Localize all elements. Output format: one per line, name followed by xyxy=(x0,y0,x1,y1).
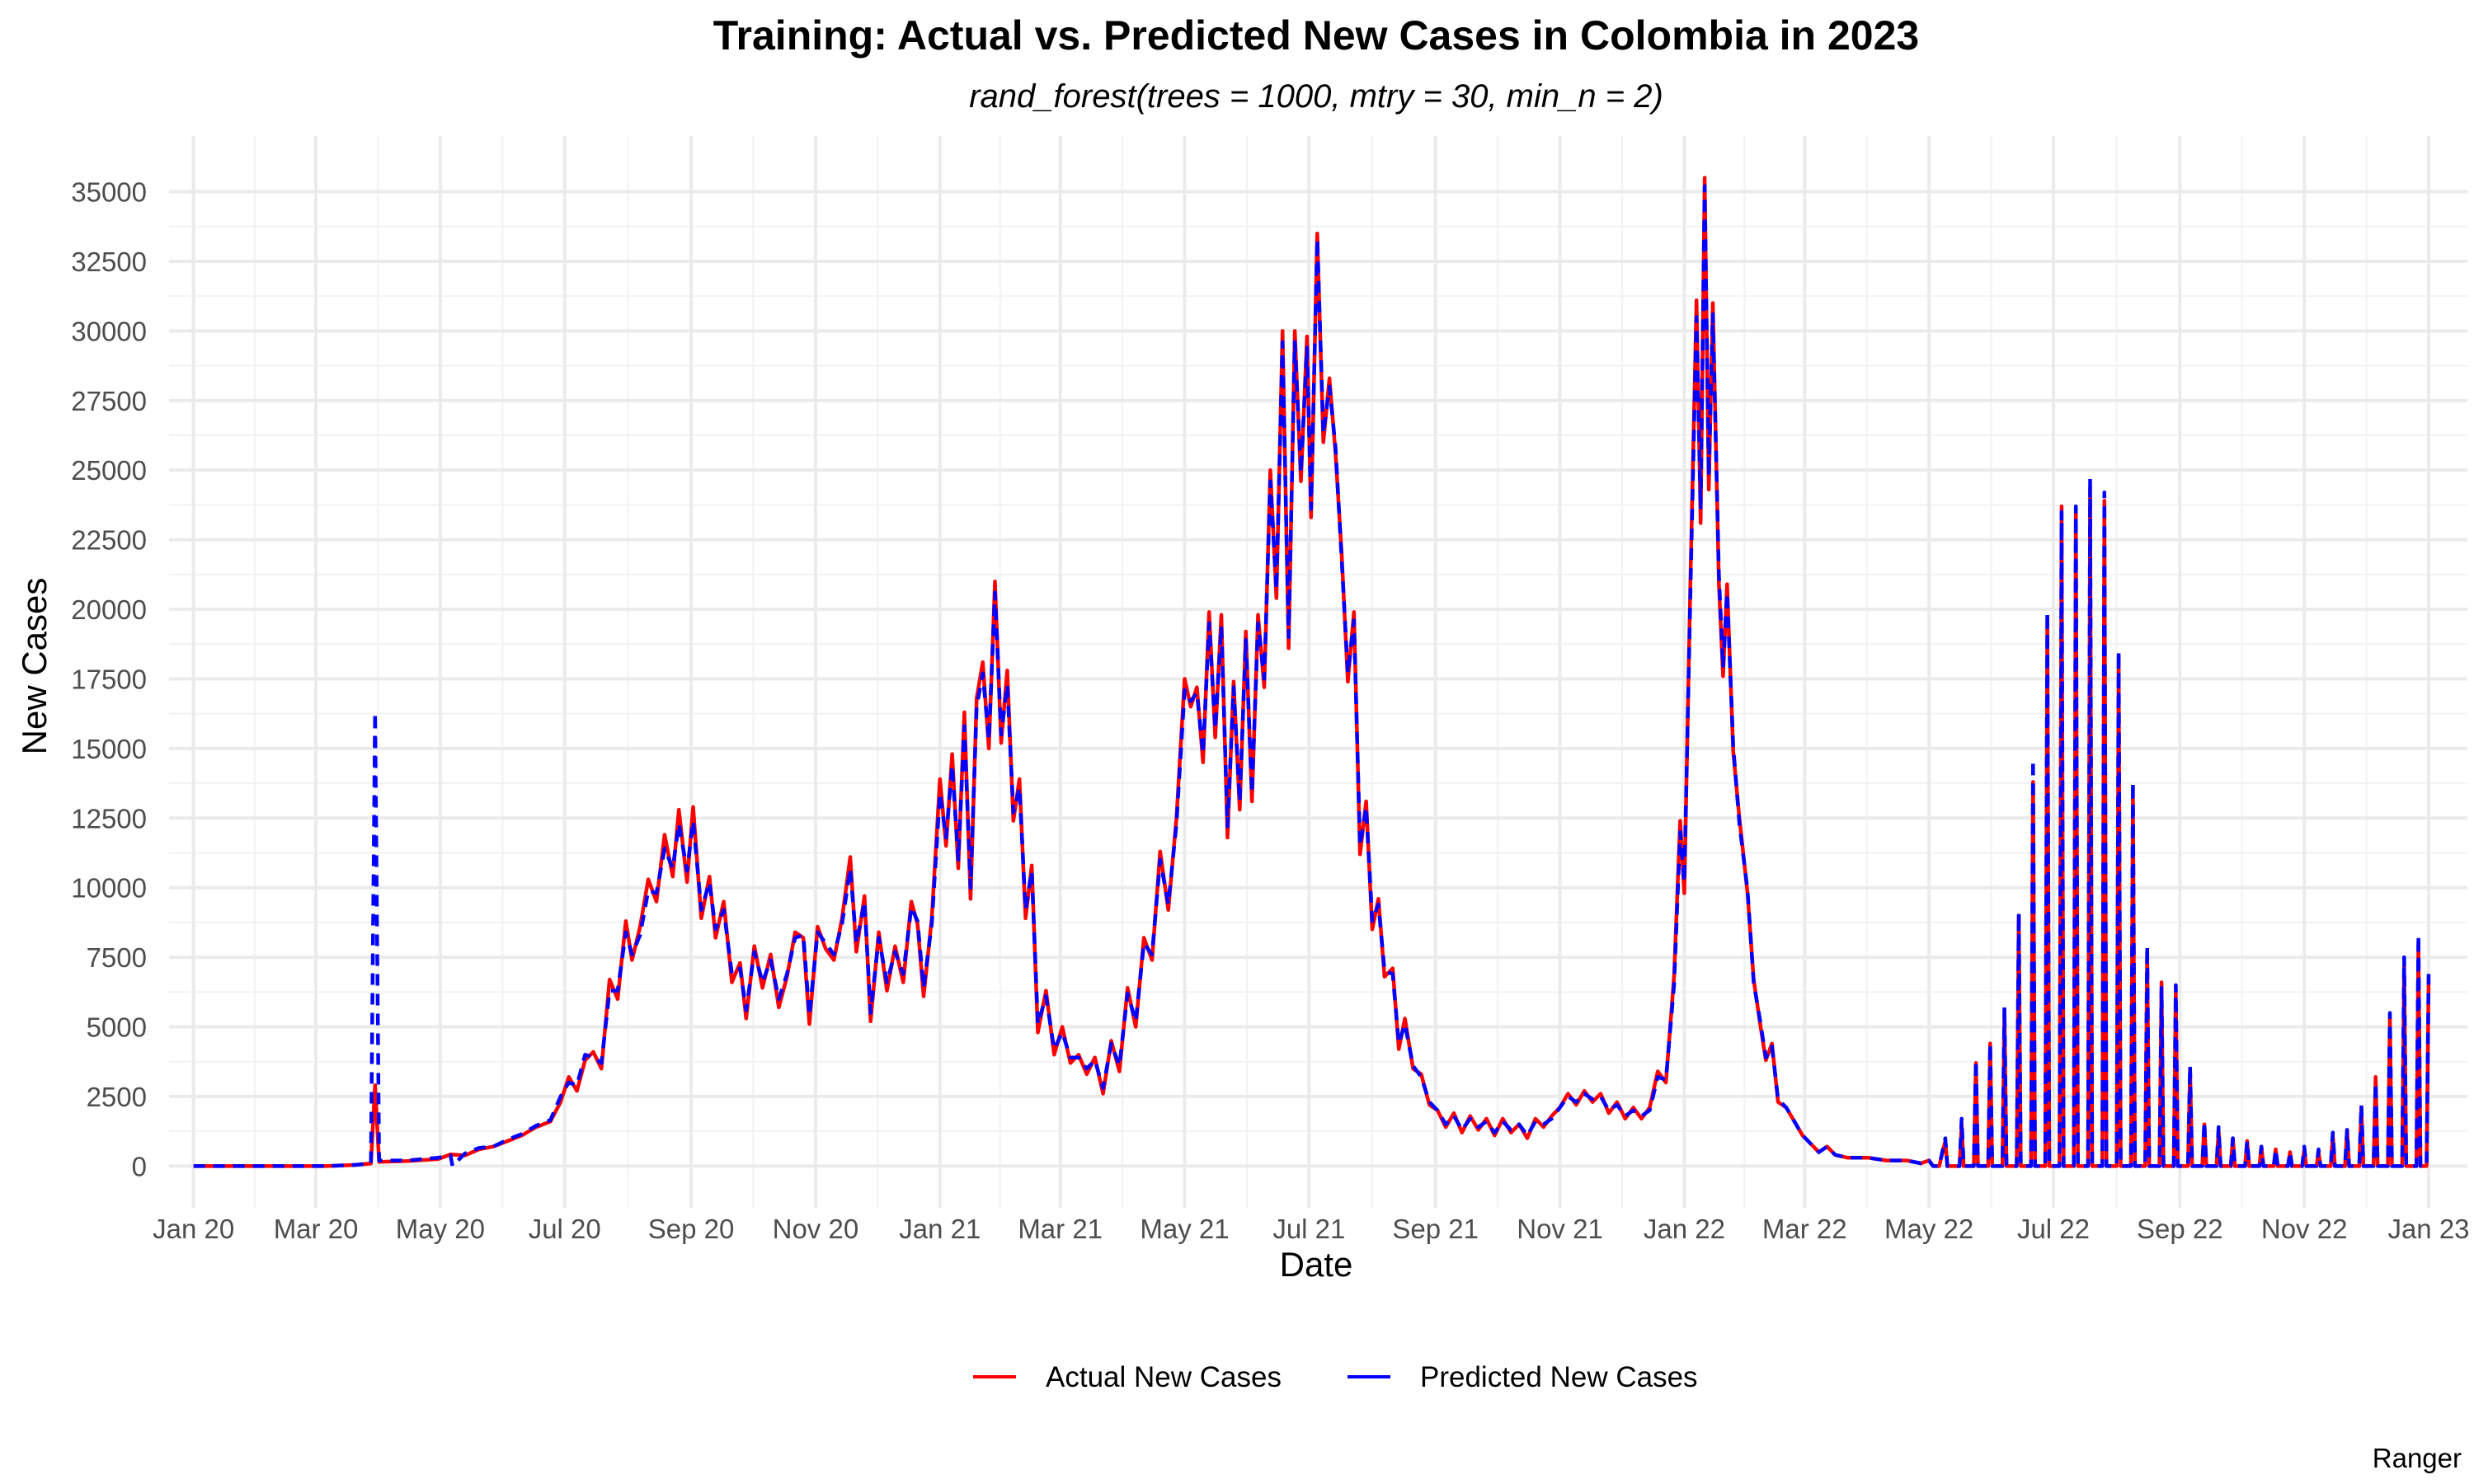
y-tick-label: 5000 xyxy=(87,1012,147,1043)
x-axis-title: Date xyxy=(1280,1245,1353,1284)
x-tick-label: Nov 22 xyxy=(2261,1214,2348,1244)
y-tick-label: 0 xyxy=(132,1151,147,1181)
y-tick-label: 32500 xyxy=(71,247,147,277)
x-tick-label: Jan 21 xyxy=(899,1214,981,1244)
x-tick-label: Mar 21 xyxy=(1018,1214,1103,1244)
legend-label-actual: Actual New Cases xyxy=(1046,1361,1282,1393)
y-tick-label: 25000 xyxy=(71,455,147,486)
caption: Ranger xyxy=(2373,1443,2462,1473)
gridlines xyxy=(169,136,2467,1208)
series-layer xyxy=(193,176,2431,1168)
x-tick-label: Jan 20 xyxy=(153,1214,234,1244)
x-tick-label: Nov 20 xyxy=(773,1214,859,1244)
legend-label-predicted: Predicted New Cases xyxy=(1420,1361,1698,1393)
y-tick-label: 12500 xyxy=(71,803,147,834)
x-tick-label: Sep 21 xyxy=(1392,1214,1479,1244)
y-tick-label: 2500 xyxy=(87,1082,147,1112)
y-tick-label: 15000 xyxy=(71,734,147,764)
x-tick-label: Jan 23 xyxy=(2387,1214,2469,1244)
x-tick-label: Jul 22 xyxy=(2017,1214,2090,1244)
x-tick-label: May 20 xyxy=(396,1214,485,1244)
x-tick-label: Mar 22 xyxy=(1762,1214,1847,1244)
y-tick-label: 20000 xyxy=(71,594,147,625)
y-tick-label: 10000 xyxy=(71,873,147,904)
x-tick-label: May 21 xyxy=(1140,1214,1229,1244)
x-tick-label: May 22 xyxy=(1884,1214,1973,1244)
series-line-predicted xyxy=(193,184,2431,1168)
x-tick-label: Jan 22 xyxy=(1644,1214,1725,1244)
x-tick-label: Mar 20 xyxy=(274,1214,359,1244)
x-tick-label: Sep 22 xyxy=(2137,1214,2223,1244)
x-tick-label: Sep 20 xyxy=(648,1214,735,1244)
y-tick-label: 27500 xyxy=(71,386,147,416)
y-tick-label: 30000 xyxy=(71,316,147,346)
chart-subtitle: rand_forest(trees = 1000, mtry = 30, min… xyxy=(969,78,1663,115)
legend: Actual New Cases Predicted New Cases xyxy=(973,1361,1698,1393)
x-tick-label: Jul 20 xyxy=(529,1214,601,1244)
x-tick-label: Jul 21 xyxy=(1272,1214,1345,1244)
x-axis-ticks: Jan 20 Mar 20 May 20 Jul 20 Sep 20 Nov 20 Jan … xyxy=(153,1214,2469,1244)
y-axis-title: New Cases xyxy=(15,578,54,755)
y-tick-label: 17500 xyxy=(71,664,147,694)
y-axis-ticks: 0 2500 5000 7500 10000 12500 15000 17500 20000 22… xyxy=(71,177,147,1182)
chart-title: Training: Actual vs. Predicted New Cases… xyxy=(713,12,1919,59)
y-tick-label: 7500 xyxy=(87,942,147,973)
y-tick-label: 22500 xyxy=(71,525,147,556)
x-tick-label: Nov 21 xyxy=(1517,1214,1603,1244)
y-tick-label: 35000 xyxy=(71,177,147,208)
